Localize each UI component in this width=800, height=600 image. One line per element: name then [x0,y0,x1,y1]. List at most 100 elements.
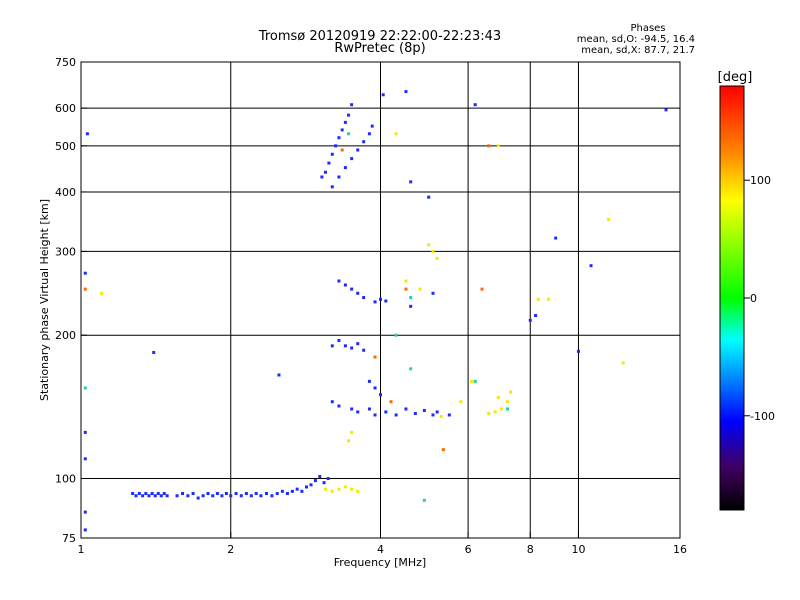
data-point [323,170,327,174]
data-point [186,494,190,498]
data-point [254,492,258,496]
data-point [137,492,141,496]
data-point [340,128,344,132]
data-point [191,492,195,496]
data-point [394,333,398,337]
data-point [305,485,309,489]
data-point [83,457,87,461]
y-tick-label: 600 [55,102,76,115]
chart-subtitle: RwPretec (8p) [334,41,425,56]
data-point [83,386,87,390]
data-point [330,489,334,493]
chart-title: Tromsø 20120919 22:22:00-22:23:43 [258,29,501,44]
data-point [141,494,145,498]
data-point [356,410,360,414]
data-point [152,350,156,354]
data-point [589,264,593,268]
data-point [356,148,360,152]
data-point [323,487,327,491]
data-point [473,379,477,383]
data-point [249,494,253,498]
data-point [144,492,148,496]
data-point [384,410,388,414]
data-point [404,287,408,291]
data-point [259,494,263,498]
data-point [131,492,135,496]
data-point [536,297,540,301]
x-tick-label: 16 [673,543,687,556]
data-point [384,299,388,303]
data-point [379,297,382,301]
data-point [470,379,474,383]
data-point [320,175,324,179]
data-point [664,108,668,112]
data-point [422,498,426,502]
stats-heading: Phases [630,23,665,34]
data-point [337,404,341,408]
data-point [373,413,377,417]
data-point [480,287,484,291]
data-point [347,113,351,117]
y-tick-label: 400 [55,186,76,199]
data-point [362,348,366,352]
data-point [322,481,326,485]
data-point [134,494,138,498]
data-point [418,287,422,291]
data-point [270,494,274,498]
data-point [295,487,299,491]
y-tick-label: 200 [55,329,76,342]
data-point [381,93,385,97]
data-point [277,373,281,377]
colorbar [719,85,745,511]
x-axis-label: Frequency [MHz] [334,556,426,569]
data-point [343,344,347,348]
x-tick-label: 2 [227,543,234,556]
data-point [337,338,341,342]
data-point [379,393,382,397]
colorbar-tick-label: 100 [750,174,771,187]
data-point [373,386,377,390]
data-point [327,161,331,165]
data-point [394,413,398,417]
data-point [487,144,491,148]
grid [81,62,680,538]
data-point [367,379,371,383]
data-point [404,279,408,283]
data-point [337,279,341,283]
data-point [162,492,166,496]
colorbar-tick-label: 0 [750,292,757,305]
data-point [487,411,491,415]
data-point [165,494,169,498]
y-axis: 75 100 200 300 400 500 600 750 [55,56,87,545]
data-point [229,494,233,498]
colorbar-ticks: 100 0 -100 [744,174,775,423]
data-point [367,132,371,136]
data-point [347,132,351,136]
data-point [175,494,179,498]
x-axis: 1 2 4 6 8 10 16 [78,532,687,556]
stats-line-o: mean, sd,O: -94.5, 16.4 [577,34,695,45]
x-tick-label: 1 [78,543,85,556]
data-point [275,492,279,496]
data-point [343,485,347,489]
data-point [373,300,377,304]
data-point [234,492,238,496]
data-point [85,132,89,136]
data-point [244,492,248,496]
data-point [496,395,500,399]
data-point [370,124,374,128]
data-point [201,494,205,498]
y-tick-label: 750 [55,56,76,69]
y-tick-label: 300 [55,245,76,258]
data-point [431,413,435,417]
data-point [285,492,289,496]
data-point [528,318,532,322]
data-point [313,479,317,483]
data-point [147,494,151,498]
data-point [330,344,334,348]
data-point [441,448,445,452]
data-point [196,496,200,500]
data-point [318,474,322,478]
data-point [347,439,351,443]
